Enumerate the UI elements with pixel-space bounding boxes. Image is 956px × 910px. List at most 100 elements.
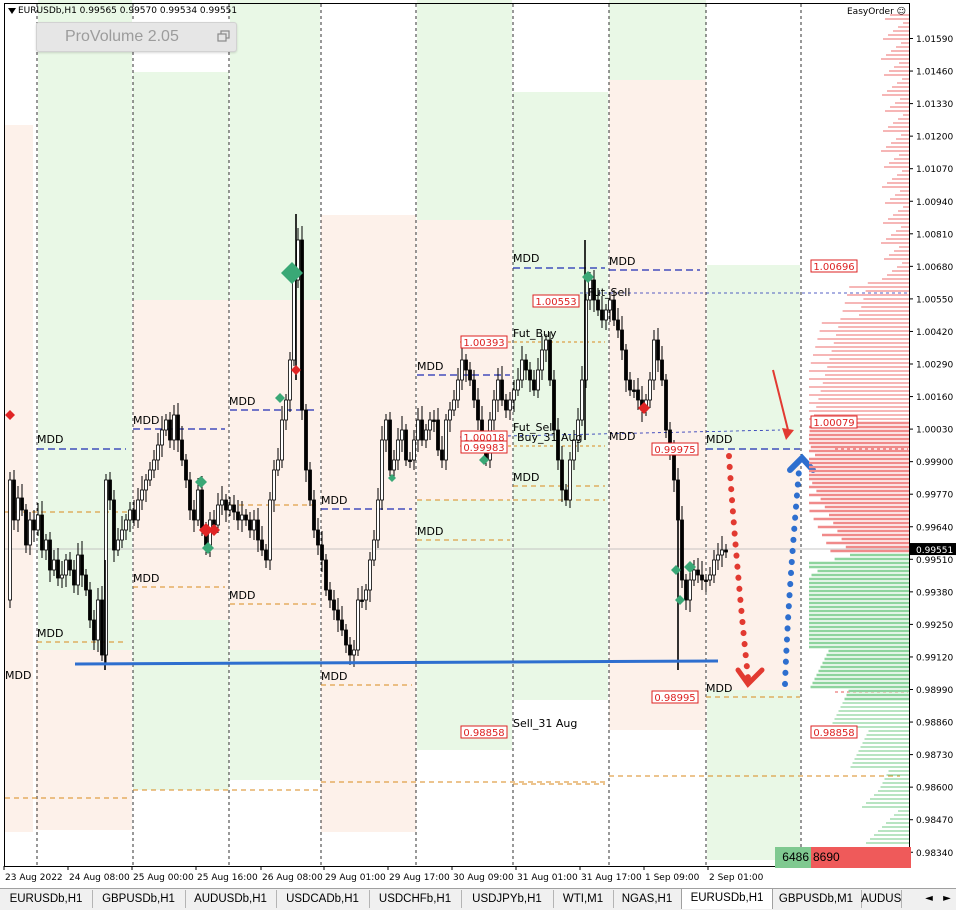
candle-body	[156, 444, 160, 461]
candle-body	[652, 339, 656, 381]
time-axis-label: 23 Aug 2022	[5, 873, 63, 883]
signal-marker	[281, 262, 303, 284]
time-axis-label: 24 Aug 08:00	[69, 873, 130, 883]
time-axis-label: 1 Sep 09:00	[645, 873, 700, 883]
candle-body	[468, 369, 472, 381]
candle-body	[400, 429, 404, 441]
price-chart[interactable]: 1.01590 1.01460 1.01330 1.01200 1.01070 1.009…	[0, 0, 956, 888]
easy-order-label[interactable]: EasyOrder ☺	[847, 7, 907, 17]
mdd-label: MDD	[133, 414, 159, 427]
candle-body	[660, 359, 664, 381]
candle-body	[396, 439, 400, 461]
level-box	[651, 442, 699, 456]
candle-body	[160, 429, 164, 446]
session-zone	[609, 80, 706, 730]
signal-marker	[202, 542, 214, 554]
support-line	[74, 659, 719, 666]
candle-body	[424, 429, 428, 441]
chart-tab[interactable]: EURUSDb,H1	[681, 889, 773, 909]
candle-body	[516, 379, 520, 391]
candle-body	[500, 379, 504, 401]
chart-tab[interactable]: AUDUSDb,H1	[185, 890, 277, 908]
price-axis-label: 1.01070	[916, 165, 953, 175]
candle-body	[408, 459, 412, 462]
candle-body	[164, 419, 168, 431]
level-box-text: 0.99975	[654, 445, 695, 456]
candle-body	[340, 619, 344, 631]
candle-body	[504, 399, 508, 411]
candle-body	[364, 589, 368, 601]
price-axis-label: 1.00810	[916, 230, 953, 240]
candle-body	[260, 539, 264, 551]
candle-body	[432, 419, 436, 422]
candle-body	[168, 419, 172, 441]
candle-body	[380, 439, 384, 501]
candle-body	[724, 549, 728, 553]
candle-body	[24, 509, 28, 546]
mdd-label: MDD	[609, 430, 635, 443]
candle-body	[568, 459, 572, 501]
price-axis-label: 1.00420	[916, 328, 953, 338]
sell-31-aug-label: Sell_31 Aug	[513, 717, 577, 730]
chart-tab[interactable]: USDCADb,H1	[276, 890, 370, 908]
candle-body	[312, 499, 316, 531]
tab-scroll-left-icon[interactable]: ◄	[925, 893, 933, 904]
candle-body	[188, 479, 192, 511]
candle-body	[200, 489, 204, 529]
chart-area[interactable]: 1.01590 1.01460 1.01330 1.01200 1.01070 1.009…	[0, 0, 956, 888]
mdd-label: MDD	[513, 252, 539, 265]
price-axis-label: 0.98340	[916, 849, 953, 859]
candle-body	[284, 399, 288, 421]
level-box	[460, 725, 508, 739]
tab-scroll-right-icon[interactable]: ►	[943, 893, 951, 904]
candle-body	[352, 649, 356, 656]
chart-tab[interactable]: AUDUS	[861, 890, 902, 908]
provolume-panel[interactable]: ProVolume 2.05	[36, 22, 237, 52]
candle-body	[452, 399, 456, 411]
candle-body	[32, 519, 36, 531]
chart-tab[interactable]: GBPUSDb,H1	[92, 890, 186, 908]
candle-body	[564, 489, 568, 501]
candle-body	[472, 379, 476, 401]
candle-body	[608, 299, 612, 311]
price-axis-label: 1.00160	[916, 393, 953, 403]
price-axis-label: 0.99510	[916, 556, 953, 566]
signal-marker	[638, 402, 650, 414]
candle-body	[12, 479, 16, 521]
candle-body	[616, 319, 620, 331]
level-box	[810, 259, 858, 273]
signal-marker	[195, 476, 207, 488]
level-box-text: 1.00079	[813, 418, 854, 429]
candle-body	[612, 299, 616, 321]
chart-tab[interactable]: USDJPYb,H1	[461, 890, 554, 908]
price-axis-label: 1.00550	[916, 295, 953, 305]
candle-body	[680, 519, 684, 581]
candle-body	[496, 379, 500, 401]
buy-31-aug-label: Buy_31 Aug	[517, 431, 583, 444]
mdd-label: MDD	[609, 255, 635, 268]
candle-body	[108, 479, 112, 501]
candle-body	[152, 459, 156, 471]
level-box	[460, 335, 508, 349]
candle-body	[392, 459, 396, 471]
candle-body	[124, 519, 128, 531]
candle-body	[720, 549, 724, 556]
chart-tab[interactable]: GBPUSDb,M1	[771, 890, 862, 908]
candle-body	[688, 579, 692, 601]
candle-body	[172, 414, 176, 441]
candle-body	[368, 559, 372, 591]
price-axis-label: 1.00290	[916, 361, 953, 371]
chart-tab[interactable]: USDCHFb,H1	[369, 890, 462, 908]
candle-body	[192, 509, 196, 521]
mdd-label: MDD	[229, 395, 255, 408]
candle-body	[508, 399, 512, 411]
candle-body	[132, 509, 136, 521]
chart-tab[interactable]: NGAS,H1	[613, 890, 682, 908]
mdd-label: MDD	[321, 670, 347, 683]
chart-tab[interactable]: EURUSDb,H1	[0, 890, 93, 908]
price-axis-label: 0.99770	[916, 491, 953, 501]
chart-tab[interactable]: WTI,M1	[553, 890, 614, 908]
restore-window-icon[interactable]	[217, 29, 231, 43]
candle-body	[536, 369, 540, 391]
chart-menu-icon[interactable]	[8, 7, 16, 14]
